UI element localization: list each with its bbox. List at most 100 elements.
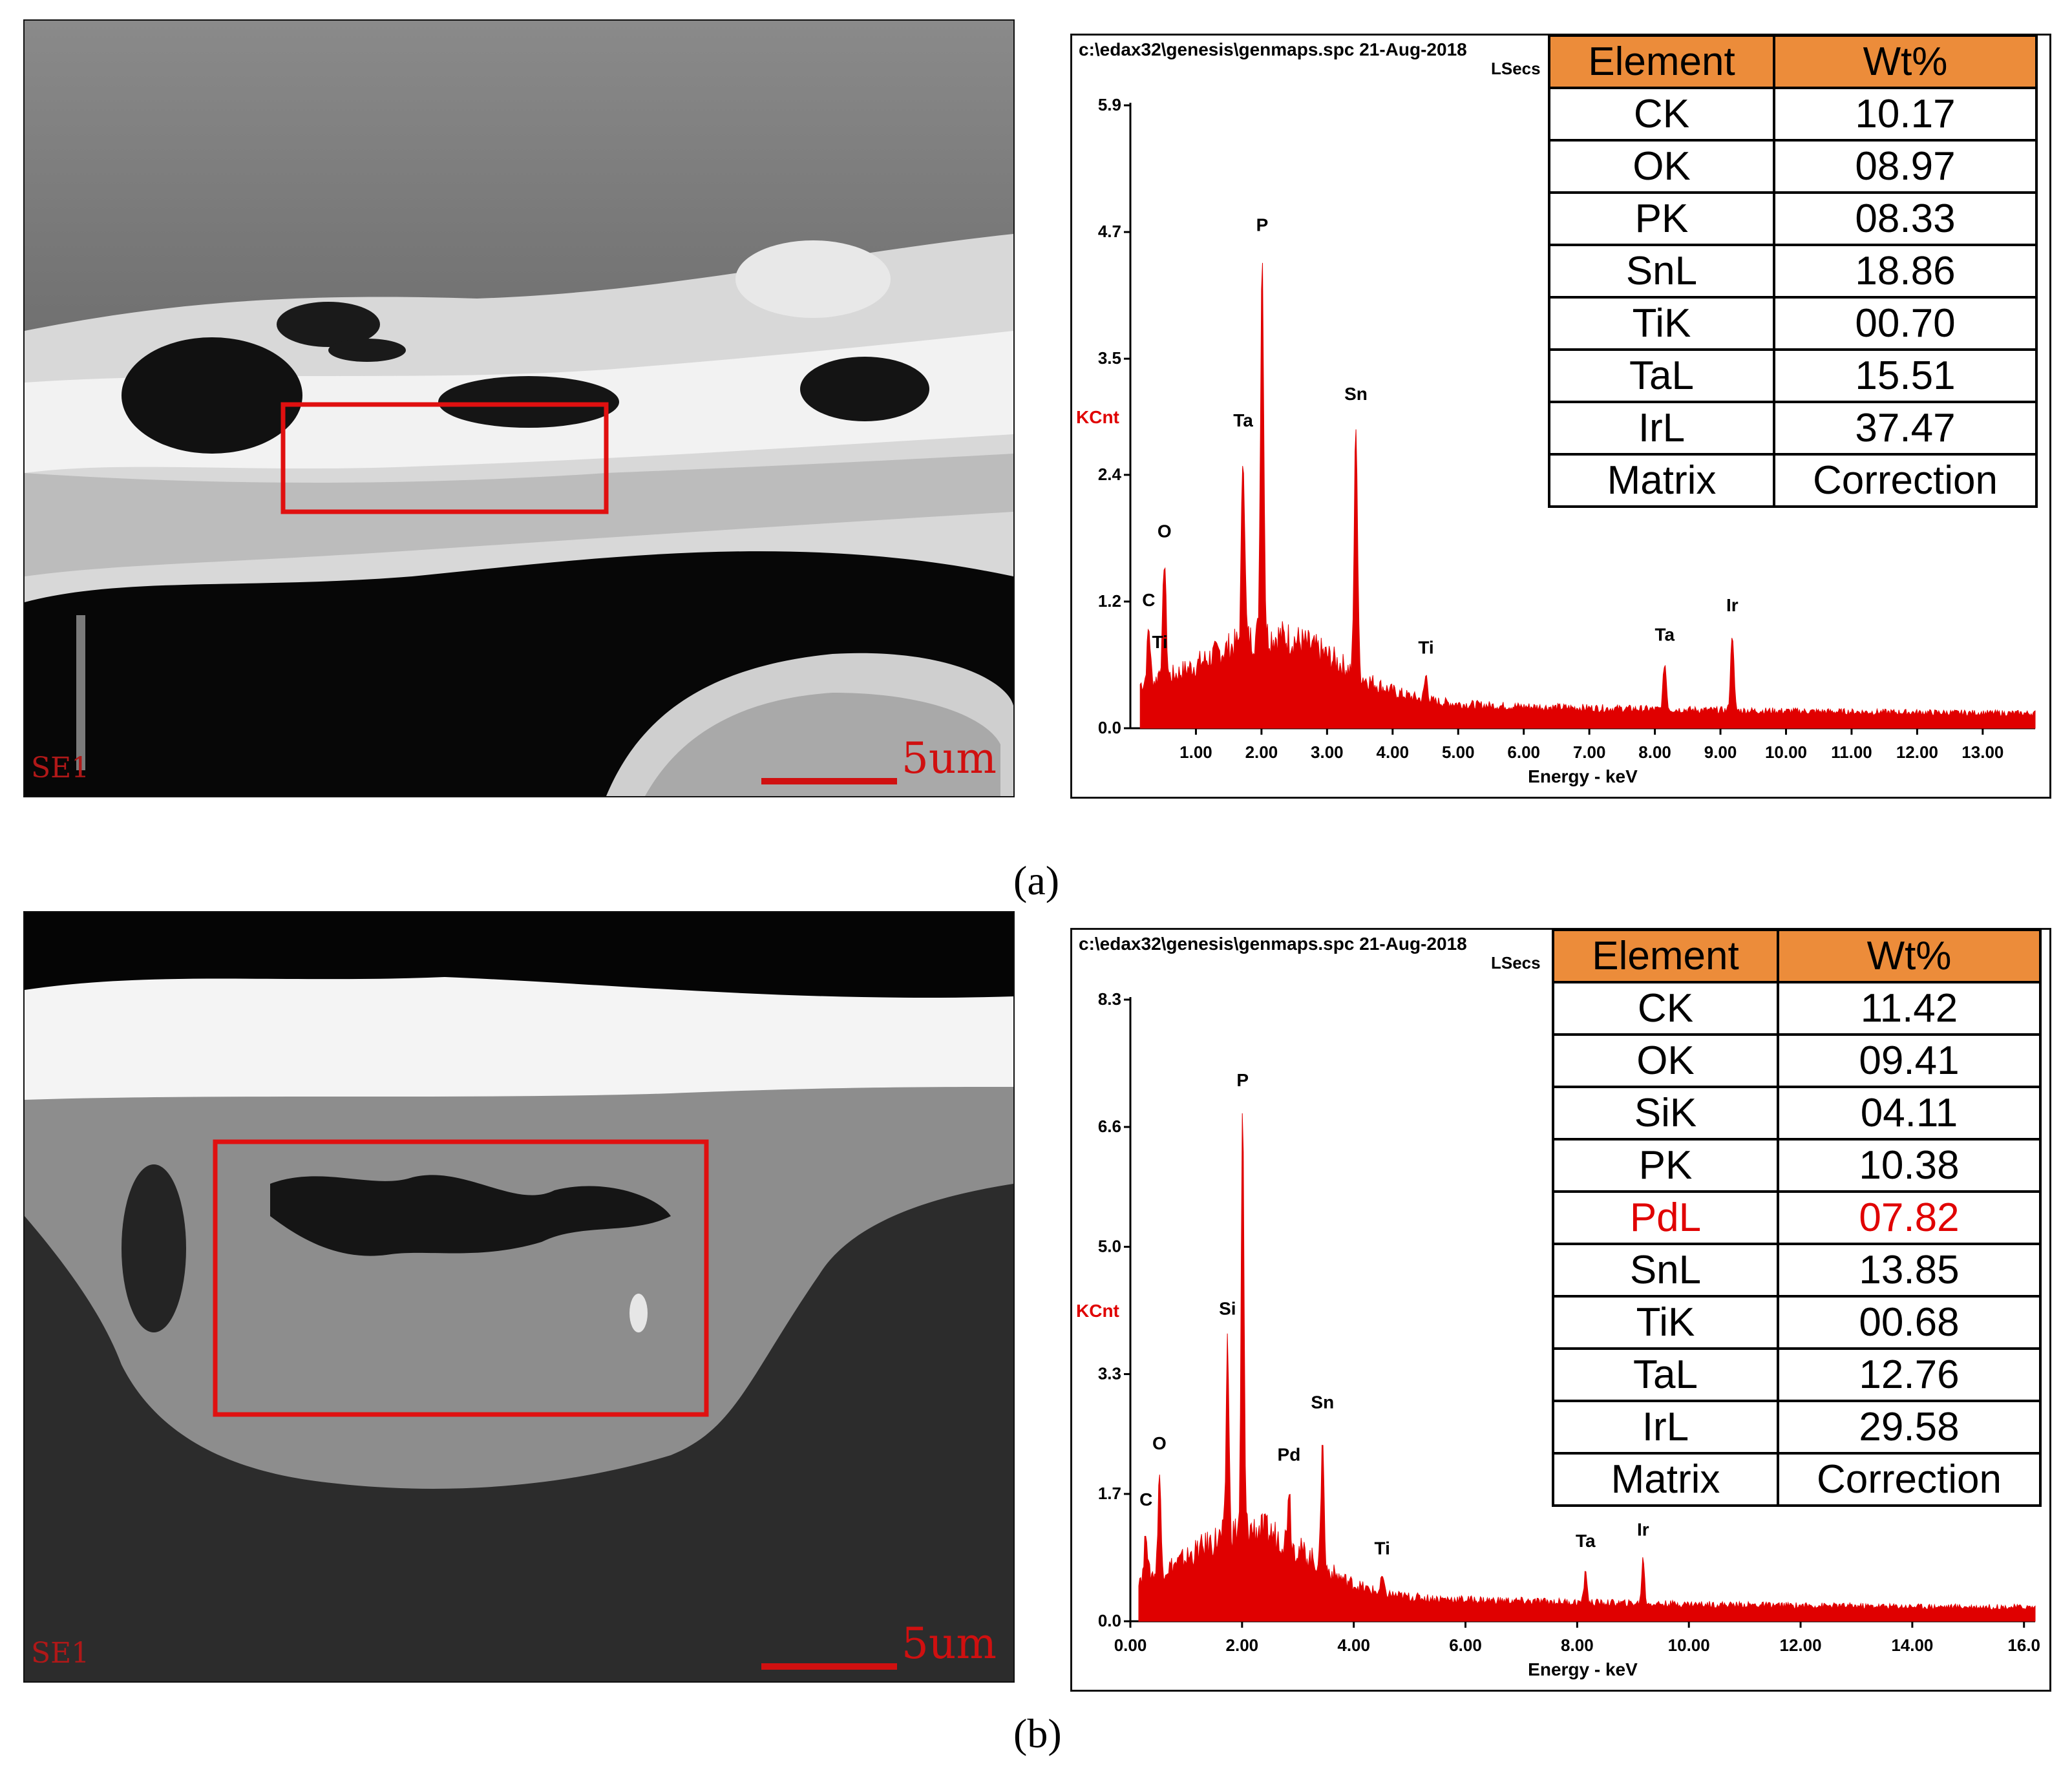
- y-tick-label: 3.3: [1098, 1364, 1121, 1383]
- wt-cell: 18.86: [1773, 244, 2038, 299]
- caption-b: (b): [1013, 1710, 1062, 1756]
- y-tick-label: 5.0: [1098, 1236, 1121, 1256]
- wt-cell: 10.38: [1777, 1138, 2042, 1193]
- scale-bar: [761, 778, 897, 784]
- x-tick-label: 8.00: [1561, 1635, 1594, 1655]
- roi-box-a: [280, 402, 609, 514]
- x-tick-label: 6.00: [1449, 1635, 1482, 1655]
- x-axis-label: Energy - keV: [1528, 766, 1638, 786]
- wt-cell: 08.97: [1773, 139, 2038, 194]
- element-cell: SiK: [1552, 1086, 1779, 1141]
- scale-bar: [761, 1663, 897, 1670]
- x-axis-label: Energy - keV: [1528, 1659, 1638, 1679]
- table-row: SiK 04.11: [1552, 1086, 2042, 1141]
- y-tick-label: 0.0: [1098, 718, 1121, 737]
- peak-label: Ti: [1375, 1538, 1390, 1558]
- peak-label: P: [1256, 215, 1269, 235]
- peak-label: C: [1139, 1489, 1152, 1509]
- element-cell: SnL: [1548, 244, 1775, 299]
- table-row: CK 10.17: [1548, 87, 2038, 142]
- peak-label: Sn: [1311, 1392, 1334, 1412]
- y-tick-label: 5.9: [1098, 95, 1121, 114]
- element-cell: TiK: [1548, 296, 1775, 351]
- x-tick-label: 9.00: [1704, 742, 1737, 762]
- caption-a: (a): [1013, 857, 1060, 903]
- table-row: OK 08.97: [1548, 139, 2038, 194]
- wt-cell: 15.51: [1773, 348, 2038, 403]
- table-row: PdL 07.82: [1552, 1190, 2042, 1245]
- y-tick-label: 2.4: [1098, 465, 1122, 484]
- file-path: c:\edax32\genesis\genmaps.spc 21-Aug-201…: [1079, 934, 1467, 954]
- sem-micrograph-a: [25, 21, 1013, 796]
- element-cell: CK: [1548, 87, 1775, 142]
- spectrum-series: [1138, 1113, 2036, 1622]
- spectrum-series: [1139, 262, 2036, 729]
- table-row: CK 11.42: [1552, 981, 2042, 1036]
- lsecs-label: LSecs: [1491, 953, 1541, 972]
- element-cell: Matrix: [1552, 1452, 1779, 1507]
- wt-cell: 07.82: [1777, 1190, 2042, 1245]
- y-tick-label: 1.2: [1098, 591, 1121, 611]
- element-cell: PK: [1552, 1138, 1779, 1193]
- table-row: TaL 12.76: [1552, 1347, 2042, 1402]
- wt-cell: 11.42: [1777, 981, 2042, 1036]
- y-axis-label: KCnt: [1076, 407, 1119, 427]
- x-tick-label: 5.00: [1442, 742, 1475, 762]
- sem-micrograph-b: [25, 912, 1013, 1681]
- peak-label: O: [1158, 521, 1172, 541]
- element-cell: OK: [1552, 1033, 1779, 1088]
- table-row: PK 08.33: [1548, 191, 2038, 246]
- table-row: TiK 00.68: [1552, 1295, 2042, 1350]
- table-row: TiK 00.70: [1548, 296, 2038, 351]
- table-row: Matrix Correction: [1552, 1452, 2042, 1507]
- peak-label: Ta: [1233, 410, 1253, 430]
- wt-cell: 08.33: [1773, 191, 2038, 246]
- x-tick-label: 1.00: [1179, 742, 1212, 762]
- peak-label: O: [1152, 1433, 1167, 1453]
- table-header-row: Element Wt%: [1548, 34, 2038, 89]
- file-path: c:\edax32\genesis\genmaps.spc 21-Aug-201…: [1079, 39, 1467, 59]
- lsecs-label: LSecs: [1491, 59, 1541, 78]
- x-tick-label: 3.00: [1311, 742, 1344, 762]
- eds-spectrum-b: 0.0 1.7 3.3 5.0 6.6 8.3 0.00 2.00 4.00 6.00 8.00 10…: [1070, 928, 2051, 1692]
- y-tick-label: 6.6: [1098, 1117, 1121, 1136]
- element-cell: SnL: [1552, 1243, 1779, 1298]
- element-cell: TaL: [1552, 1347, 1779, 1402]
- table-row: PK 10.38: [1552, 1138, 2042, 1193]
- x-tick-label: 10.00: [1668, 1635, 1710, 1655]
- peak-label: Ir: [1726, 595, 1739, 615]
- x-tick-label: 12.00: [1896, 742, 1938, 762]
- peak-label: Ta: [1655, 625, 1675, 645]
- x-tick-label: 2.00: [1226, 1635, 1259, 1655]
- wt-cell: 09.41: [1777, 1033, 2042, 1088]
- x-tick-label: 0.00: [1114, 1635, 1147, 1655]
- element-cell: IrL: [1548, 401, 1775, 456]
- x-tick-label: 2.00: [1245, 742, 1278, 762]
- y-tick-label: 0.0: [1098, 1611, 1121, 1630]
- y-tick-label: 3.5: [1098, 348, 1121, 368]
- table-row: TaL 15.51: [1548, 348, 2038, 403]
- composition-table-b: Element Wt% CK 11.42 OK 09.41 SiK 04.11 PK 10.38 P…: [1552, 929, 2042, 1507]
- table-header-row: Element Wt%: [1552, 929, 2042, 983]
- peak-label: Pd: [1278, 1445, 1301, 1465]
- element-cell: CK: [1552, 981, 1779, 1036]
- wt-cell: 29.58: [1777, 1400, 2042, 1455]
- table-header-cell: Wt%: [1773, 34, 2038, 89]
- table-row: SnL 18.86: [1548, 244, 2038, 299]
- x-tick-label: 14.00: [1891, 1635, 1933, 1655]
- x-tick-label: 13.00: [1961, 742, 2003, 762]
- spectrum-plot-b: 0.0 1.7 3.3 5.0 6.6 8.3 0.00 2.00 4.00 6.00 8.00 10…: [1076, 989, 2040, 1679]
- peak-label: Ti: [1418, 637, 1433, 657]
- x-tick-label: 16.0: [2007, 1635, 2040, 1655]
- peak-label: Ti: [1152, 632, 1167, 652]
- sem-detector-label: SE1: [31, 752, 90, 784]
- sem-image-a: SE1 5um: [23, 19, 1015, 797]
- x-tick-label: 8.00: [1638, 742, 1671, 762]
- table-row: Matrix Correction: [1548, 453, 2038, 508]
- element-cell: TaL: [1548, 348, 1775, 403]
- wt-cell: 00.68: [1777, 1295, 2042, 1350]
- panel-a: SE1 5um 0.0 1.2 2.4 3.5 4.7 5.9 1.00 2.00 3.00 4.…: [0, 0, 2072, 903]
- y-tick-label: 1.7: [1098, 1484, 1121, 1503]
- x-tick-label: 12.00: [1779, 1635, 1821, 1655]
- y-tick-label: 8.3: [1098, 989, 1121, 1009]
